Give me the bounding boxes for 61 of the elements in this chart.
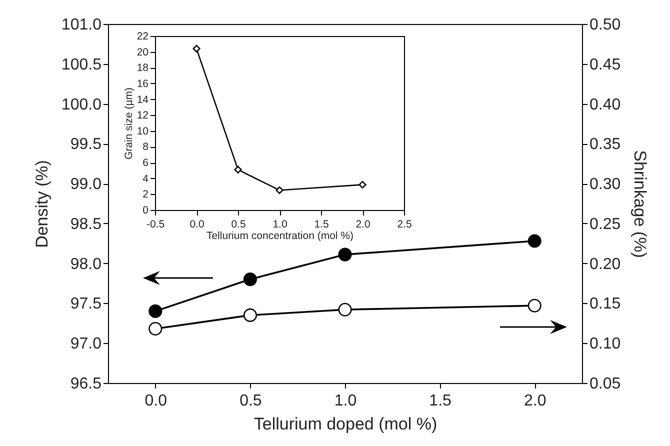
point [148, 304, 162, 318]
point [234, 166, 242, 174]
x-tick-label: 1.5 [429, 392, 452, 410]
y-tick-label: 97.0 [70, 336, 102, 353]
point [358, 180, 366, 189]
x-tick-label: 1.0 [334, 392, 357, 410]
point [528, 298, 542, 312]
y-axis-title: Grain size (µm) [122, 88, 135, 160]
y-tick-label: 8 [142, 141, 149, 154]
x-axis-title: Tellurium doped (mol %) [254, 414, 438, 434]
y-tick-label: 97.5 [70, 296, 102, 313]
y-tick-label: 2 [142, 188, 149, 201]
point [338, 302, 352, 316]
y-tick-label: 99.5 [70, 136, 102, 154]
point [276, 186, 284, 194]
point [338, 248, 352, 262]
y2-tick-label: 0.20 [590, 256, 621, 273]
x-tick-label: 2.0 [356, 218, 370, 230]
y2-tick-label: 0.30 [590, 176, 621, 194]
y-tick-label: 22 [136, 30, 149, 42]
y2-tick-label: 0.50 [590, 16, 621, 34]
y-tick-label: 14 [136, 94, 149, 106]
y-tick-label: 98.5 [70, 216, 102, 233]
y-tick-label: 16 [136, 78, 149, 90]
x-tick-label: 2.5 [397, 218, 412, 230]
y-tick-label: 4 [142, 172, 149, 185]
x-tick-label: 0.5 [231, 218, 246, 230]
y-tick-label: 0 [142, 204, 149, 216]
point [243, 272, 257, 286]
y-tick-label: 100.0 [61, 96, 102, 114]
y2-tick-label: 0.10 [590, 336, 621, 353]
x-tick-label: 1.5 [314, 218, 329, 230]
point [192, 44, 200, 52]
point [148, 322, 162, 336]
x-axis-title: Tellurium concentration (mol %) [206, 230, 354, 242]
x-tick-label: 2.0 [524, 392, 546, 410]
y-tick-label: 18 [136, 62, 149, 74]
y2-tick-label: 0.25 [590, 216, 621, 233]
x-tick-label: 0.0 [144, 392, 168, 410]
y2-tick-label: 0.05 [590, 376, 621, 392]
x-tick-label: 0.5 [240, 392, 262, 410]
y-tick-label: 96.5 [70, 376, 102, 392]
y-tick-label: 98.0 [70, 256, 102, 273]
y2-tick-label: 0.40 [590, 96, 621, 114]
y-tick-label: 99.0 [70, 176, 102, 194]
y-tick-label: 20 [136, 46, 149, 58]
y-tick-label: 6 [142, 157, 149, 170]
point [528, 234, 542, 248]
y2-tick-label: 0.15 [590, 296, 621, 313]
y2-tick-label: 0.35 [590, 136, 621, 154]
y-tick-label: 10 [136, 125, 149, 138]
y-axis-title: Density (%) [32, 160, 52, 248]
y2-tick-label: 0.45 [590, 56, 621, 74]
x-tick-label: -0.5 [146, 218, 165, 230]
point [243, 308, 257, 322]
y-tick-label: 101.0 [61, 16, 102, 34]
x-tick-label: 0.0 [190, 218, 204, 230]
y2-axis-title: Shrinkage (%) [630, 150, 650, 258]
x-tick-label: 1.0 [272, 218, 288, 230]
y-tick-label: 12 [136, 110, 149, 122]
y-tick-label: 100.5 [61, 56, 102, 74]
